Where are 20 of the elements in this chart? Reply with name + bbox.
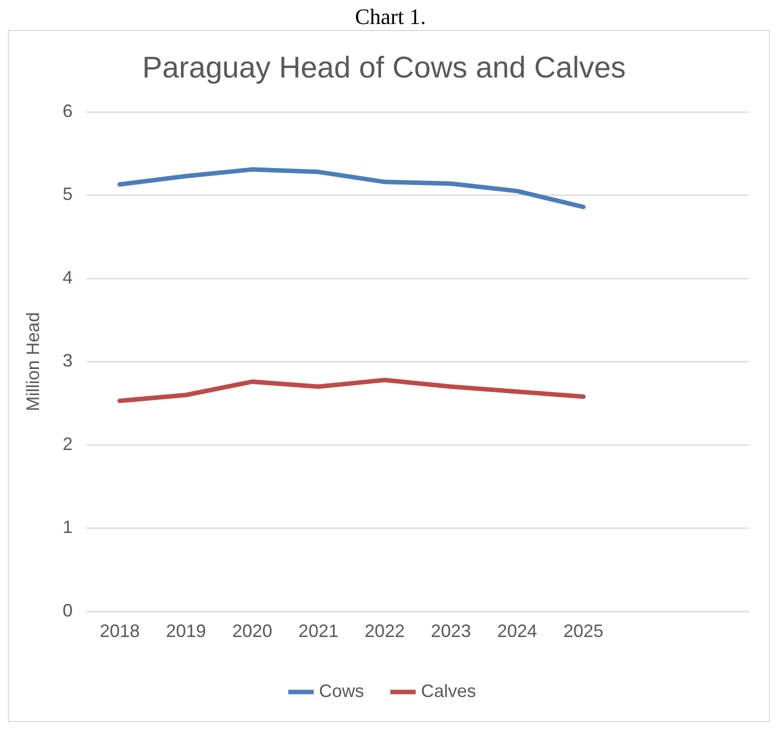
chart-title: Paraguay Head of Cows and Calves — [142, 51, 626, 84]
x-tick-label: 2024 — [497, 621, 538, 642]
x-tick-label: 2022 — [364, 621, 405, 642]
y-tick-label: 3 — [62, 350, 73, 371]
y-tick-label: 1 — [62, 517, 73, 538]
x-tick-label: 2025 — [563, 621, 604, 642]
y-tick-label: 5 — [62, 184, 73, 204]
x-tick-label: 2021 — [298, 621, 338, 642]
x-tick-label: 2020 — [232, 621, 272, 642]
y-tick-label: 2 — [62, 434, 73, 454]
y-tick-label: 4 — [62, 267, 73, 288]
y-tick-label: 6 — [62, 100, 73, 121]
legend-label: Calves — [420, 680, 476, 701]
caption: Chart 1. — [354, 4, 427, 30]
y-tick-label: 0 — [62, 600, 73, 620]
x-tick-label: 2019 — [166, 621, 206, 642]
x-tick-label: 2023 — [430, 621, 471, 642]
y-axis-title: Million Head — [22, 312, 43, 412]
x-tick-label: 2018 — [100, 621, 140, 642]
legend-label: Cows — [318, 680, 364, 701]
